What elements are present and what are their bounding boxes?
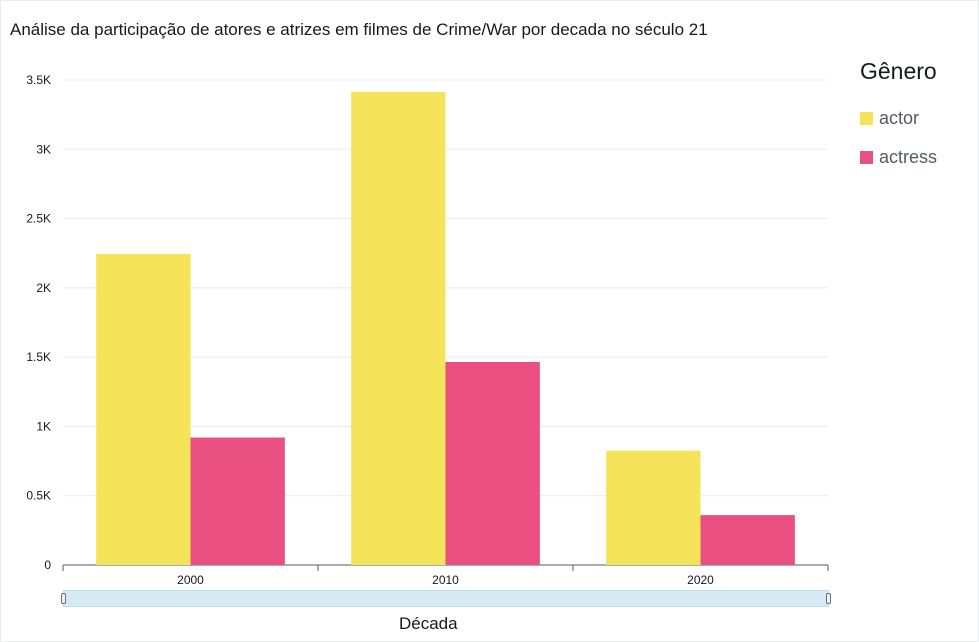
chart-title: Análise da participação de atores e atri…	[10, 20, 708, 39]
bar-actor-2020	[606, 450, 701, 565]
bar-actress-2020	[700, 515, 795, 565]
bar-actor-2010	[351, 91, 446, 566]
legend-swatch-actor	[860, 111, 873, 125]
x-axis-title: Década	[399, 614, 458, 633]
legend-swatch-actress	[860, 150, 873, 164]
x-axis-scrollbar[interactable]	[61, 590, 831, 607]
y-tick-label: 1.5K	[26, 350, 51, 364]
scrollbar-left-handle[interactable]	[61, 593, 66, 604]
scrollbar-right-handle[interactable]	[826, 593, 831, 604]
y-tick-label: 2K	[36, 281, 51, 295]
y-tick-label: 0	[44, 558, 51, 572]
x-tick-label: 2020	[687, 573, 714, 587]
legend-label-actress: actress	[879, 146, 938, 167]
bar-actress-2000	[190, 437, 285, 565]
legend-label-actor: actor	[879, 107, 920, 128]
y-tick-label: 1K	[36, 419, 51, 433]
bar-actress-2010	[445, 361, 540, 565]
y-tick-label: 3K	[36, 142, 51, 156]
y-tick-label: 0.5K	[26, 489, 51, 503]
x-tick-label: 2000	[177, 573, 204, 587]
legend-title: Gênero	[860, 58, 937, 84]
legend-item-actress[interactable]: actress	[860, 146, 937, 168]
bar-actor-2000	[96, 253, 191, 565]
x-tick-label: 2010	[432, 573, 459, 587]
y-tick-label: 3.5K	[26, 73, 51, 87]
legend-item-actor[interactable]: actor	[860, 107, 937, 129]
y-tick-label: 2.5K	[26, 212, 51, 226]
legend: Gênero actor actress	[860, 58, 937, 185]
